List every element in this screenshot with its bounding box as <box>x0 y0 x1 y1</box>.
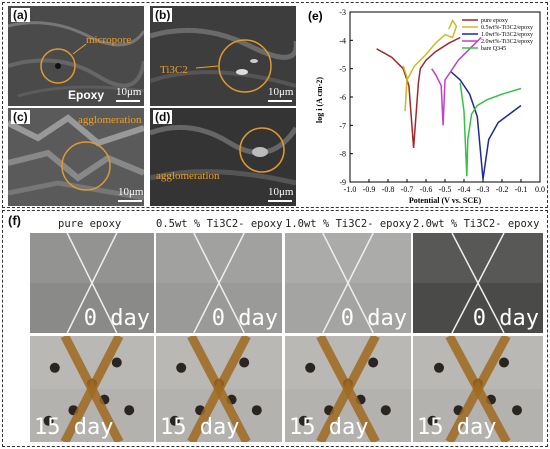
sem-texture-b <box>150 6 296 106</box>
annotation-micropore: micropore <box>86 34 132 46</box>
day-label-bottom-1: 15 day <box>160 415 240 440</box>
day-label-bottom-3: 15 day <box>417 415 497 440</box>
scale-bar-a <box>116 100 140 102</box>
sem-panel-b: (b) Ti3C2 10μm <box>150 6 296 106</box>
sem-texture-c <box>8 108 144 206</box>
x-tick-label: -0.6 <box>420 185 433 194</box>
sem-texture-a <box>8 6 144 106</box>
series-line-0 <box>376 36 461 149</box>
y-tick-label: -4 <box>339 36 346 45</box>
annotation-agglomeration-c: agglomeration <box>78 114 142 126</box>
y-tick-label: -5 <box>339 65 346 74</box>
y-tick-label: -3 <box>339 8 346 17</box>
x-tick-label: -0.3 <box>477 185 490 194</box>
legend-entry-3: 2.0wt%-Ti3C2/epoxy <box>481 39 533 45</box>
x-tick-label: -1.0 <box>344 185 357 194</box>
scale-label-d: 10μm <box>268 186 294 198</box>
x-tick-label: -0.4 <box>458 185 471 194</box>
scale-bar-d <box>268 200 292 202</box>
photo-caption-1: 0.5wt % Ti3C2- epoxy <box>156 218 283 230</box>
day-label-top-0: 0 day <box>83 306 150 331</box>
x-tick-label: -0.1 <box>515 185 528 194</box>
photo-caption-3: 2.0wt % Ti3C2- epoxy <box>413 218 540 230</box>
x-tick-label: -0.2 <box>496 185 509 194</box>
x-tick-label: -0.9 <box>363 185 376 194</box>
y-tick-label: -8 <box>339 150 346 159</box>
x-tick-label: -0.5 <box>439 185 452 194</box>
sem-panel-d: (d) agglomeration 10μm <box>150 108 296 206</box>
frame-top <box>2 2 548 208</box>
x-axis-label: Potential (V vs. SCE) <box>409 196 482 205</box>
day-label-top-2: 0 day <box>340 306 407 331</box>
scale-bar-b <box>268 100 292 102</box>
coating-photo-bottom-1: 15 day <box>156 336 282 442</box>
scale-bar-c <box>118 200 142 202</box>
legend-entry-4: bare Q345 <box>481 46 506 52</box>
photo-caption-0: pure epoxy <box>58 218 122 230</box>
coating-photo-top-2: 0 day <box>285 233 411 333</box>
coating-photo-top-3: 0 day <box>413 233 543 333</box>
coating-photo-bottom-2: 15 day <box>285 336 411 442</box>
x-tick-label: -0.7 <box>401 185 414 194</box>
day-label-top-3: 0 day <box>472 306 539 331</box>
coating-photo-bottom-3: 15 day <box>413 336 543 442</box>
photo-caption-2: 1.0wt % Ti3C2- epoxy <box>285 218 412 230</box>
series-line-1 <box>402 18 458 112</box>
day-label-bottom-2: 15 day <box>289 415 369 440</box>
y-tick-label: -7 <box>339 121 346 130</box>
y-axis-label: log i (A cm-2) <box>315 77 324 123</box>
sem-panel-a: (a) micropore Epoxy 10μm <box>8 6 144 106</box>
series-line-4 <box>459 82 522 177</box>
y-tick-label: -6 <box>339 93 346 102</box>
coating-photo-top-1: 0 day <box>156 233 282 333</box>
day-label-bottom-0: 15 day <box>34 415 114 440</box>
frame-bottom <box>2 210 548 447</box>
legend-entry-0: pure epoxy <box>481 18 508 24</box>
y-tick-label: -9 <box>339 178 346 187</box>
scale-label-b: 10μm <box>268 86 294 98</box>
panel-label-c: (c) <box>11 110 30 124</box>
annotation-ti3c2: Ti3C2 <box>160 64 188 76</box>
coating-photo-bottom-0: 15 day <box>30 336 154 442</box>
scale-label-c: 10μm <box>118 186 144 198</box>
polarization-chart: (e) -1.0 -0.9 -0.8 -0.7 -0.6 -0.5 -0.4 -0.3 -0.2… <box>308 8 545 205</box>
legend-entry-1: 0.5wt%-Ti3C2/epoxy <box>481 25 533 31</box>
coating-photo-top-0: 0 day <box>30 233 154 333</box>
panel-label-b: (b) <box>153 8 173 22</box>
panel-label-e: (e) <box>308 9 323 23</box>
day-label-top-1: 0 day <box>211 306 278 331</box>
sem-panel-c: (c) agglomeration 10μm <box>8 108 144 206</box>
panel-label-a: (a) <box>11 8 30 22</box>
scale-label-a: 10μm <box>116 86 142 98</box>
x-tick-label: -0.8 <box>382 185 395 194</box>
sem-texture-d <box>150 108 296 206</box>
panel-label-d: (d) <box>153 110 173 124</box>
x-tick-label: 0.0 <box>535 185 545 194</box>
legend-entry-2: 1.0wt%-Ti3C2/epoxy <box>481 32 533 38</box>
epoxy-label: Epoxy <box>68 88 105 102</box>
series-line-3 <box>431 36 482 126</box>
annotation-agglomeration-d: agglomeration <box>156 170 220 182</box>
panel-label-f: (f) <box>8 213 21 228</box>
